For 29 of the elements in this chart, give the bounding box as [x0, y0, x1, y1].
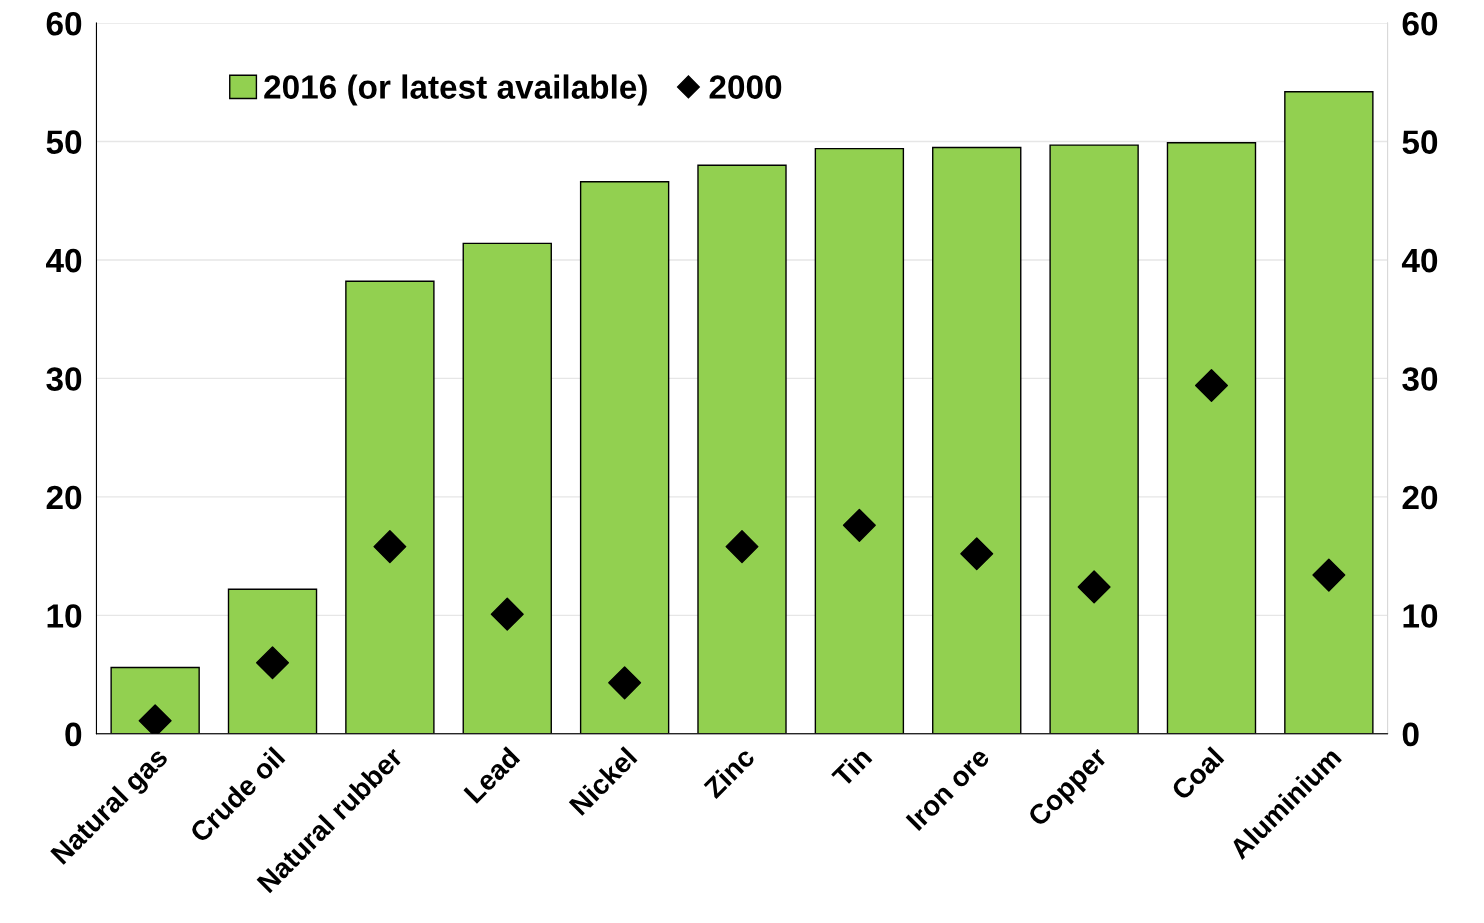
point: [1077, 570, 1111, 604]
y2-tick-label: 30: [1402, 367, 1438, 391]
y-tick-label: 30: [46, 367, 82, 391]
y2-tick-label: 20: [1402, 485, 1438, 510]
point: [373, 530, 407, 564]
point: [725, 530, 759, 564]
y2-tick-label: 10: [1403, 604, 1438, 628]
legend-label: 2000: [709, 75, 782, 99]
point: [608, 666, 642, 700]
y-tick-label: 40: [46, 248, 82, 273]
point: [842, 508, 876, 542]
point: [1194, 369, 1229, 403]
y-tick-label: 0: [65, 722, 82, 747]
y-tick-label: 50: [46, 130, 82, 154]
x-tick-label: Tin: [830, 746, 873, 789]
point: [490, 597, 524, 631]
y2-tick-label: 50: [1402, 130, 1438, 154]
point: [960, 537, 994, 571]
point: [1312, 558, 1346, 592]
x-tick-label: Iron ore: [905, 746, 991, 832]
y2-tick-label: 60: [1402, 11, 1438, 36]
y-tick-label: 10: [47, 604, 82, 628]
point: [138, 704, 172, 734]
y2-tick-label: 40: [1401, 248, 1438, 273]
y2-tick-label: 0: [1402, 722, 1419, 747]
y-tick-label: 20: [46, 485, 82, 510]
point: [255, 646, 290, 680]
y-tick-label: 60: [46, 11, 82, 36]
legend-label: 2016 (or latest available): [264, 74, 647, 106]
